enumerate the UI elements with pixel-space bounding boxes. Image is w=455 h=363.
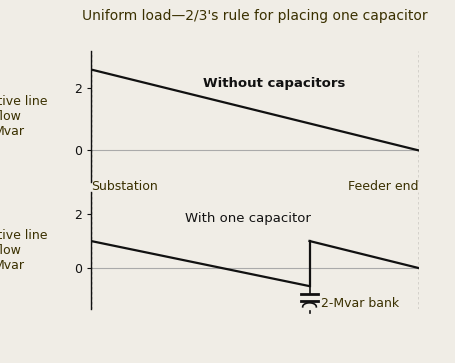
Text: Substation: Substation: [91, 180, 158, 193]
Text: 2-Mvar bank: 2-Mvar bank: [321, 297, 399, 310]
Text: Uniform load—2/3's rule for placing one capacitor: Uniform load—2/3's rule for placing one …: [82, 9, 428, 23]
Text: With one capacitor: With one capacitor: [185, 212, 311, 225]
Text: Without capacitors: Without capacitors: [203, 77, 346, 90]
Text: reactive line
flow
Mvar: reactive line flow Mvar: [0, 95, 48, 138]
Text: Feeder end: Feeder end: [348, 180, 419, 193]
Text: reactive line
flow
Mvar: reactive line flow Mvar: [0, 229, 48, 272]
